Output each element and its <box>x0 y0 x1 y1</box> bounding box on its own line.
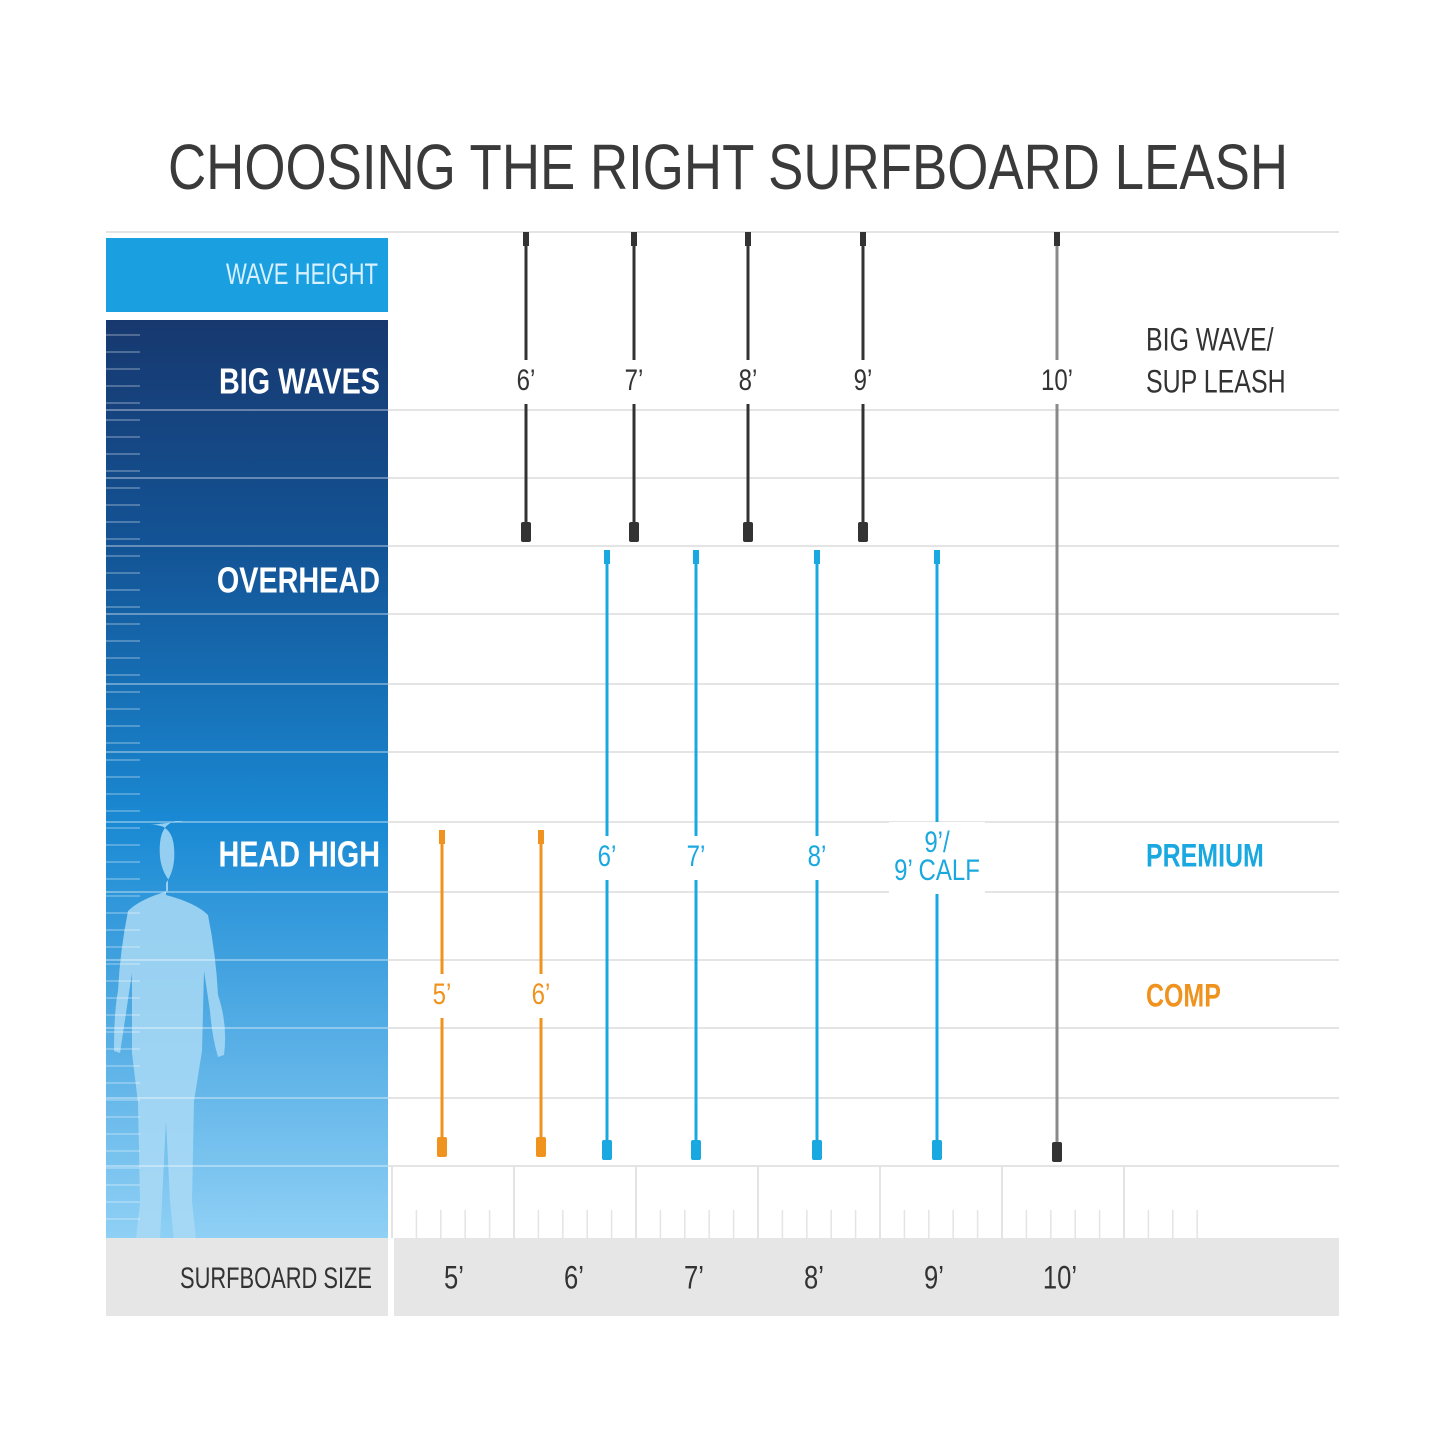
leash-label: 9’/ <box>924 824 950 858</box>
leash-plug <box>693 550 699 564</box>
leash-label: 10’ <box>1041 362 1073 396</box>
label-backdrop <box>674 836 718 880</box>
size-label: 8’ <box>804 1261 824 1296</box>
leash-label: 7’ <box>625 362 644 396</box>
group-name: BIG WAVE/ <box>1146 323 1274 359</box>
leash-cuff <box>629 522 639 542</box>
size-label: 10’ <box>1043 1261 1077 1296</box>
group-name: COMP <box>1146 979 1221 1015</box>
label-backdrop <box>420 974 464 1018</box>
wave-level: OVERHEAD <box>217 559 380 600</box>
leash-label: 9’ <box>854 362 873 396</box>
footer-divider <box>388 1238 394 1316</box>
person-silhouette <box>114 820 226 1241</box>
leash-cuff <box>437 1137 447 1157</box>
leash-plug <box>538 830 544 844</box>
label-backdrop <box>795 836 839 880</box>
label-backdrop <box>841 360 885 404</box>
leash-label: 5’ <box>433 976 452 1010</box>
leash-plug <box>860 232 866 246</box>
leash-label: 8’ <box>739 362 758 396</box>
leash-label: 9’ CALF <box>894 852 980 886</box>
label-backdrop <box>1035 360 1079 404</box>
leash-cuff <box>743 522 753 542</box>
leash-plug <box>604 550 610 564</box>
group-name: PREMIUM <box>1146 839 1264 875</box>
leash-cuff <box>536 1137 546 1157</box>
label-backdrop <box>585 836 629 880</box>
size-label: 7’ <box>684 1261 704 1296</box>
leash-cuff <box>1052 1142 1062 1162</box>
label-backdrop <box>889 822 985 894</box>
group-name: SUP LEASH <box>1146 365 1286 401</box>
size-label: 5’ <box>444 1261 464 1296</box>
leash-plug <box>814 550 820 564</box>
footer-label: SURFBOARD SIZE <box>180 1262 372 1295</box>
label-backdrop <box>612 360 656 404</box>
size-label: 6’ <box>564 1261 584 1296</box>
label-backdrop <box>519 974 563 1018</box>
leash-label: 6’ <box>517 362 536 396</box>
header-label: WAVE HEIGHT <box>226 258 378 291</box>
leash-cuff <box>521 522 531 542</box>
leash-cuff <box>858 522 868 542</box>
leash-plug <box>934 550 940 564</box>
leash-plug <box>1054 232 1060 246</box>
label-backdrop <box>726 360 770 404</box>
leash-label: 6’ <box>598 838 617 872</box>
wave-level: BIG WAVES <box>219 360 380 401</box>
leash-plug <box>523 232 529 246</box>
label-backdrop <box>504 360 548 404</box>
leash-cuff <box>691 1140 701 1160</box>
title: CHOOSING THE RIGHT SURFBOARD LEASH <box>168 131 1288 203</box>
leash-cuff <box>812 1140 822 1160</box>
header-box <box>106 238 388 312</box>
leash-label: 6’ <box>532 976 551 1010</box>
leash-label: 7’ <box>687 838 706 872</box>
leash-cuff <box>932 1140 942 1160</box>
leash-plug <box>631 232 637 246</box>
footer-bar <box>106 1238 1339 1316</box>
leash-plug <box>745 232 751 246</box>
wave-level: HEAD HIGH <box>218 833 380 874</box>
size-label: 9’ <box>924 1261 944 1296</box>
leash-cuff <box>602 1140 612 1160</box>
leash-label: 8’ <box>808 838 827 872</box>
leash-plug <box>439 830 445 844</box>
